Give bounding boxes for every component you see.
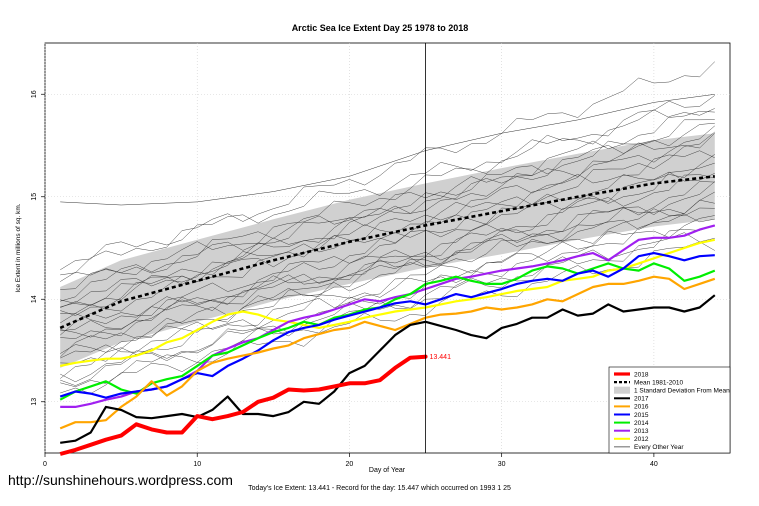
x-axis-label: Day of Year <box>369 467 406 474</box>
std-band-area <box>60 133 715 368</box>
chart-title: Arctic Sea Ice Extent Day 25 1978 to 201… <box>292 23 469 33</box>
y-tick-label: 16 <box>31 90 38 98</box>
legend-label: 1 Standard Deviation From Mean <box>634 388 730 395</box>
other-year-line <box>60 154 715 336</box>
highlight-series <box>59 224 716 456</box>
x-tick-label: 10 <box>193 461 201 468</box>
other-year-line <box>60 207 715 379</box>
legend-label: 2013 <box>634 428 649 435</box>
legend-label: 2017 <box>634 396 649 403</box>
legend-label: Every Other Year <box>634 444 684 451</box>
series-2018 <box>59 354 426 456</box>
series-2014 <box>59 262 716 401</box>
other-years-lines <box>60 61 715 394</box>
mean-line-group <box>59 175 715 330</box>
other-year-line <box>60 122 715 282</box>
other-year-line <box>60 162 715 364</box>
y-tick-label: 14 <box>31 295 38 303</box>
other-year-line <box>60 215 715 359</box>
legend-label: 2018 <box>634 371 649 378</box>
other-year-line <box>60 109 715 270</box>
other-year-line <box>60 232 715 383</box>
other-year-line <box>60 94 715 206</box>
legend-swatch <box>614 386 630 394</box>
legend-label: Mean 1981-2010 <box>634 379 684 386</box>
legend-label: 2012 <box>634 436 649 443</box>
other-year-line <box>60 108 715 316</box>
footer-note: Today's Ice Extent: 13.441 - Record for … <box>248 485 511 492</box>
series-2016 <box>59 275 716 430</box>
other-year-line <box>60 119 715 306</box>
mean-line <box>59 175 715 330</box>
other-year-line <box>60 199 715 324</box>
other-year-line <box>60 241 715 394</box>
series-2015 <box>59 252 715 399</box>
std-deviation-band <box>60 133 715 368</box>
series-2017 <box>60 294 716 444</box>
other-year-line <box>60 181 715 332</box>
other-year-line <box>60 213 715 386</box>
other-year-line <box>60 174 715 338</box>
series-2012 <box>59 238 716 367</box>
other-year-line <box>60 95 715 302</box>
y-axis-label: Ice Extent in millions of sq. km. <box>15 203 22 292</box>
x-tick-label: 30 <box>498 461 506 468</box>
x-tick-label: 20 <box>346 461 354 468</box>
other-year-line <box>60 125 715 314</box>
other-year-line <box>60 133 715 290</box>
y-tick-label: 15 <box>31 193 38 201</box>
current-value-label: 13.441 <box>430 354 452 361</box>
legend-label: 2014 <box>634 420 649 427</box>
other-year-line <box>60 131 715 339</box>
y-tick-label: 13 <box>31 398 38 406</box>
legend-label: 2015 <box>634 412 649 419</box>
legend-label: 2016 <box>634 404 649 411</box>
watermark-url: http://sunshinehours.wordpress.com <box>8 472 233 488</box>
x-tick-label: 40 <box>650 461 658 468</box>
x-tick-label: 0 <box>43 461 47 468</box>
other-year-line <box>60 150 715 308</box>
axes: 0 10 20 30 40 13 14 15 16 <box>31 90 658 468</box>
other-year-line <box>60 171 715 308</box>
